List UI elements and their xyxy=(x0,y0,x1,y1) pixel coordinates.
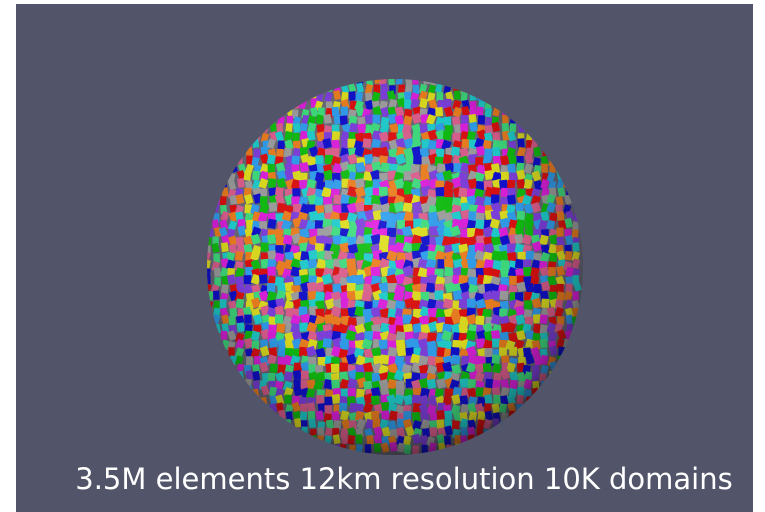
sphere-shading xyxy=(207,79,583,455)
caption: 3.5M elements 12km resolution 10K domain… xyxy=(75,462,732,496)
